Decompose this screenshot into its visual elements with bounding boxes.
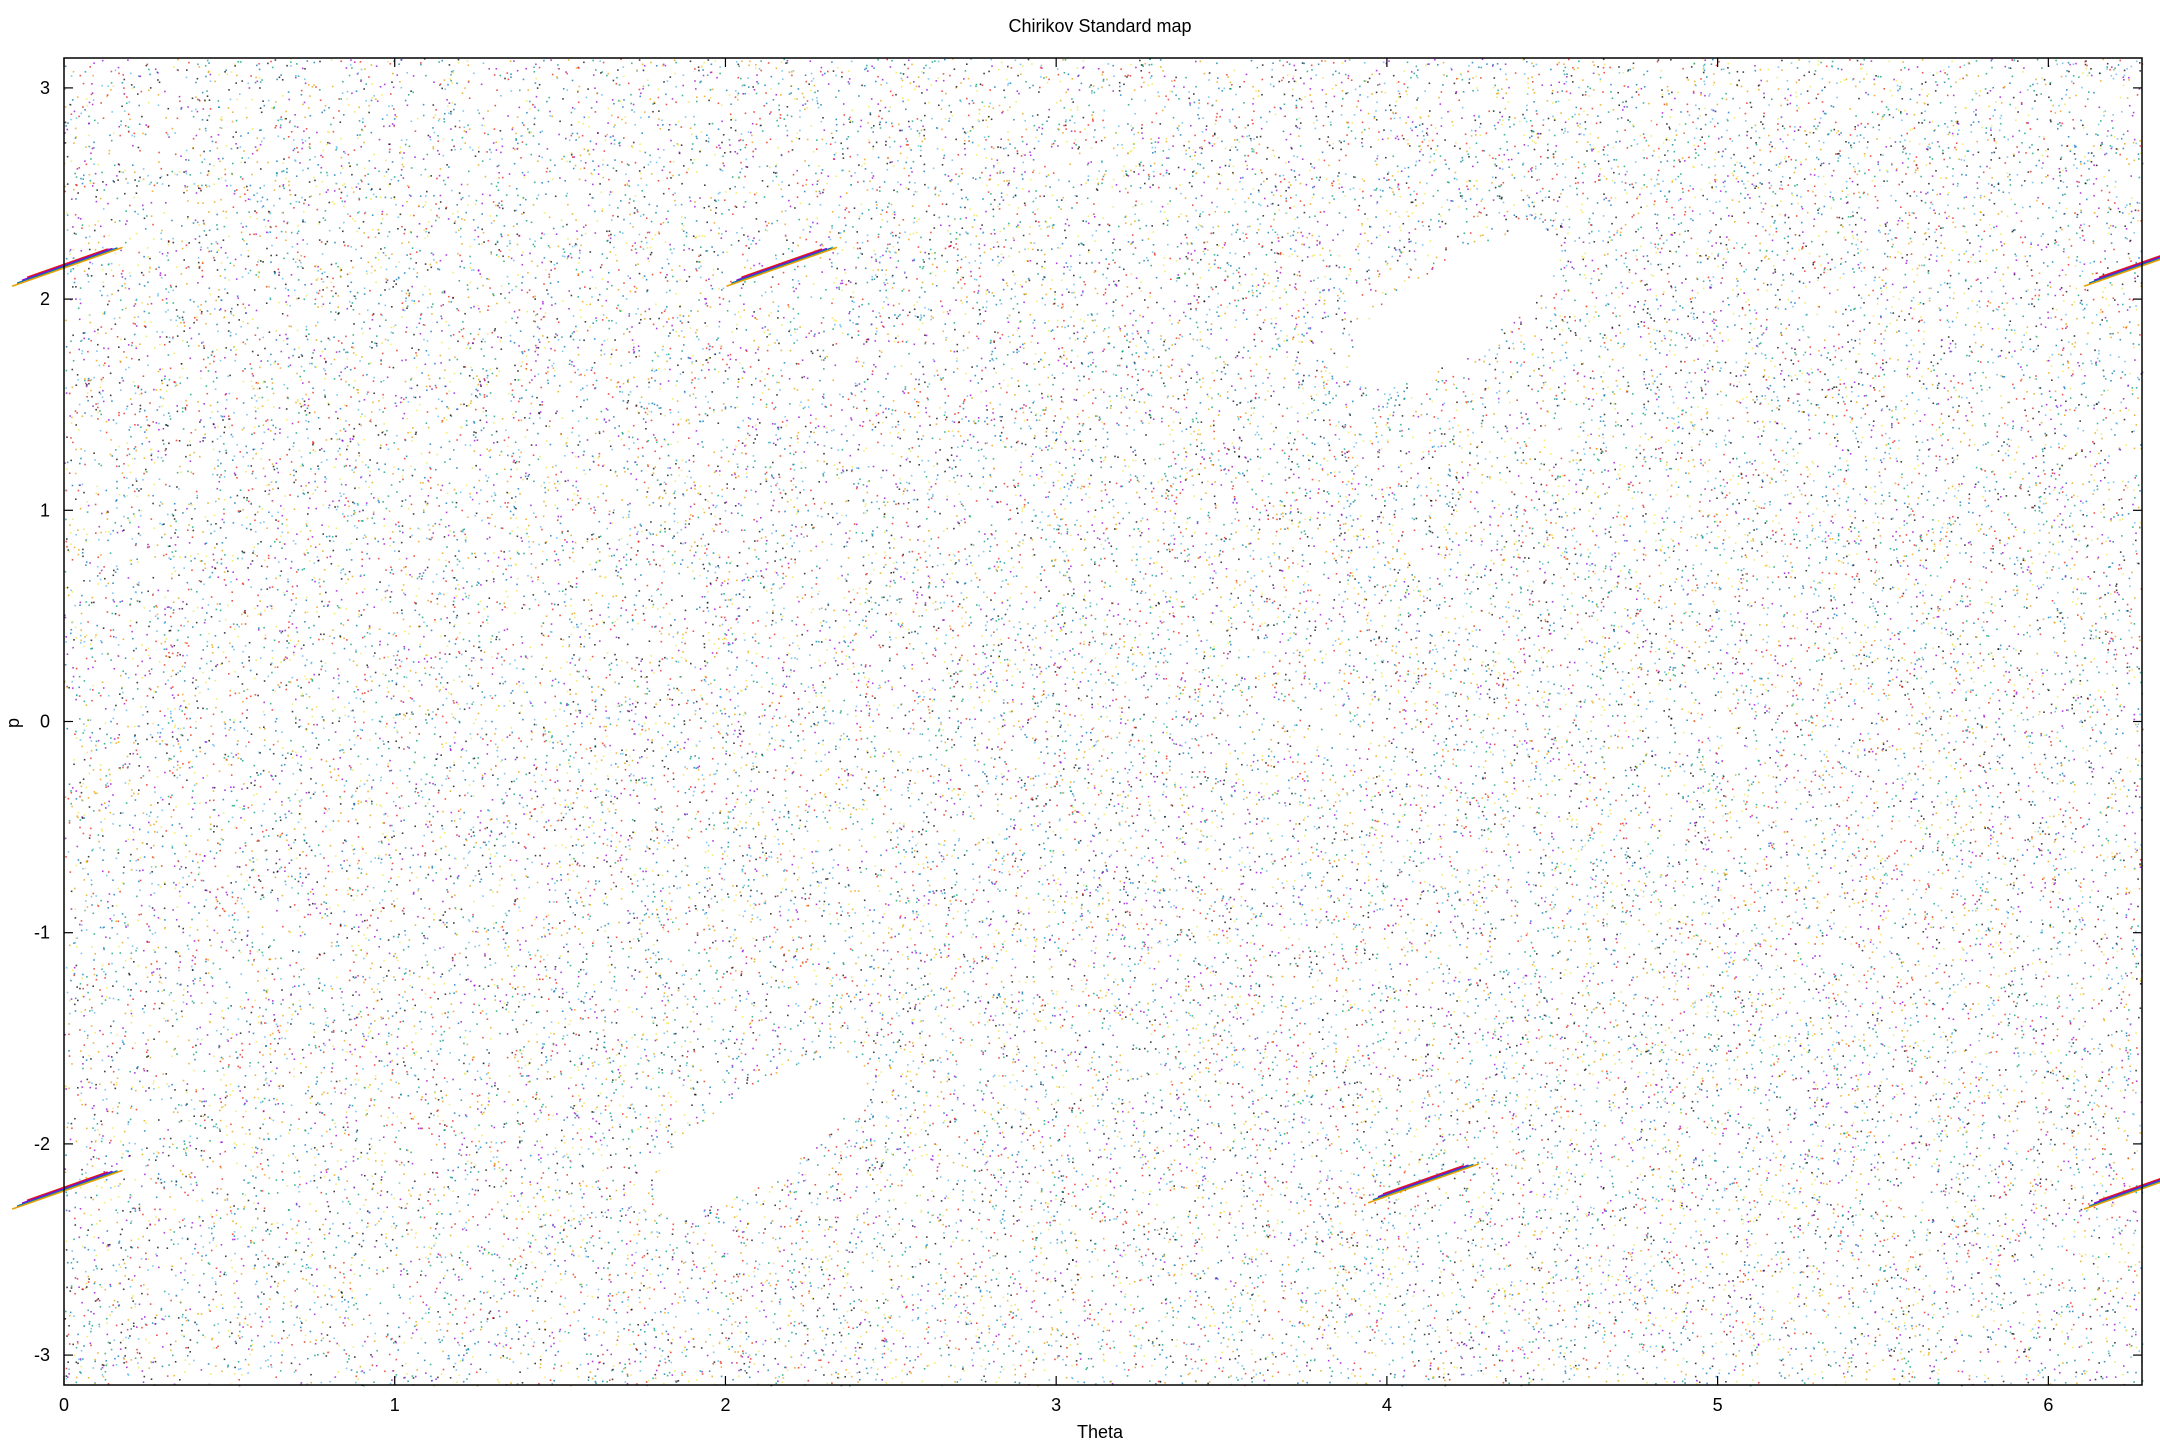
chart-title: Chirikov Standard map (1008, 16, 1191, 36)
cluster-stroke (732, 248, 831, 283)
resonance-cluster (727, 248, 836, 286)
x-tick-label: 1 (390, 1395, 400, 1415)
y-tick-label: -1 (34, 923, 50, 943)
resonance-cluster (2085, 1171, 2160, 1209)
scatter-points (64, 58, 2144, 1387)
y-axis-title: p (3, 718, 23, 728)
cluster-stroke (13, 1171, 122, 1209)
cluster-stroke (742, 249, 821, 277)
x-tick-label: 2 (720, 1395, 730, 1415)
cluster-stroke (1379, 1165, 1468, 1196)
y-tick-label: 2 (40, 289, 50, 309)
y-tick-label: -3 (34, 1345, 50, 1365)
x-tick-label: 5 (1713, 1395, 1723, 1415)
cluster-stroke (1374, 1165, 1473, 1200)
resonance-cluster (13, 1171, 122, 1209)
x-tick-label: 3 (1051, 1395, 1061, 1415)
y-tick-label: 3 (40, 78, 50, 98)
resonance-cluster (1369, 1164, 1478, 1202)
y-tick-label: 0 (40, 712, 50, 732)
cluster-stroke (1384, 1166, 1463, 1194)
resonance-cluster (2085, 248, 2160, 286)
cluster-stroke (737, 249, 826, 280)
cluster-stroke (13, 248, 122, 286)
cluster-stroke (23, 1172, 112, 1203)
y-axis: -3 -2 -1 0 1 2 3 (34, 78, 2142, 1365)
cluster-stroke (727, 248, 836, 286)
y-tick-label: 1 (40, 500, 50, 520)
x-tick-label: 4 (1382, 1395, 1392, 1415)
cluster-stroke (23, 249, 112, 280)
x-tick-label: 0 (59, 1395, 69, 1415)
y-tick-label: -2 (34, 1134, 50, 1154)
cluster-stroke (1369, 1164, 1478, 1202)
x-axis-title: Theta (1077, 1422, 1124, 1440)
resonance-cluster (13, 248, 122, 286)
cluster-stroke (18, 1171, 117, 1206)
x-tick-label: 6 (2043, 1395, 2053, 1415)
